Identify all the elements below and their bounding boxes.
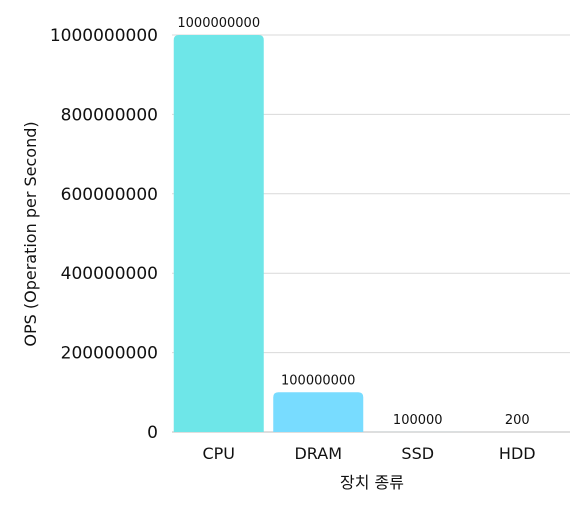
bars [174,35,563,432]
x-category-label: DRAM [294,444,342,463]
y-tick-label: 0 [147,423,158,443]
x-category-label: HDD [499,444,536,463]
y-tick-label: 200000000 [61,344,158,364]
data-label: 100000000 [281,373,355,388]
data-label: 200 [505,413,530,428]
y-axis-ticks: 0 200000000 400000000 600000000 800000000 100… [50,26,158,443]
data-label: 1000000000 [177,16,260,31]
x-axis-title: 장치 종류 [340,473,404,492]
y-tick-label: 600000000 [61,185,158,205]
y-tick-label: 1000000000 [50,26,158,46]
x-category-label: SSD [401,444,434,463]
y-tick-label: 800000000 [61,105,158,125]
bar-cpu [174,35,264,432]
y-tick-label: 400000000 [61,264,158,284]
data-label: 100000 [393,413,443,428]
x-axis-categories: CPU DRAM SSD HDD [202,444,535,463]
y-axis-title: OPS (Operation per Second) [21,121,40,346]
bar-dram [273,392,363,432]
x-category-label: CPU [202,444,235,463]
